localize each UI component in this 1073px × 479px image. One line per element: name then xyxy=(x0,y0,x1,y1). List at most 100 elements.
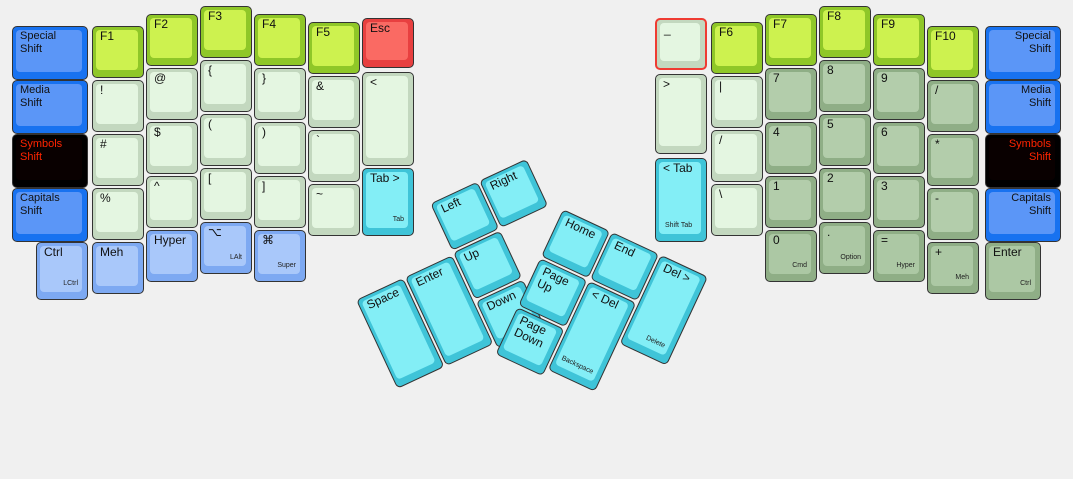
left-index-3[interactable]: ] xyxy=(254,176,306,228)
key-face xyxy=(989,138,1055,180)
key-label: Media Shift xyxy=(1021,84,1051,109)
left-pinky-0[interactable]: F1 xyxy=(92,26,144,78)
right-ring-4[interactable]: = Hyper xyxy=(873,230,925,282)
key-label: 3 xyxy=(881,179,888,193)
right-ring-2[interactable]: 6 xyxy=(873,122,925,174)
left-inner-2[interactable]: ` xyxy=(308,130,360,182)
key-face xyxy=(312,134,354,174)
right-shift-tab-key[interactable]: < Tab Shift Tab xyxy=(655,158,707,242)
left-half: Special Shift Media Shift Symbols Shift Cap… xyxy=(12,6,549,389)
left-middle-4[interactable]: ⌥ LAlt xyxy=(200,222,252,274)
left-middle-3[interactable]: [ xyxy=(200,168,252,220)
key-face xyxy=(989,84,1055,126)
key-face xyxy=(150,126,192,166)
key-face xyxy=(931,246,973,286)
key-face xyxy=(931,192,973,232)
left-inner-1[interactable]: & xyxy=(308,76,360,128)
left-pinky-1[interactable]: ! xyxy=(92,80,144,132)
right-index-1[interactable]: 7 xyxy=(765,68,817,120)
left-index-0[interactable]: F4 xyxy=(254,14,306,66)
right-shift-key-2[interactable]: Symbols Shift xyxy=(985,134,1061,188)
left-middle-0[interactable]: F3 xyxy=(200,6,252,58)
right-shift-key-1[interactable]: Media Shift xyxy=(985,80,1061,134)
key-label: 1 xyxy=(773,179,780,193)
key-label: Tab > xyxy=(370,171,400,185)
left-ring-4[interactable]: Hyper xyxy=(146,230,198,282)
key-label: ⌘ xyxy=(262,233,274,247)
right-underscore-key[interactable]: _ xyxy=(655,18,707,70)
key-sublabel: LAlt xyxy=(229,254,242,261)
key-label: + xyxy=(935,245,943,259)
left-shift-key-2[interactable]: Symbols Shift xyxy=(12,134,88,188)
left-ctrl-key[interactable]: Ctrl LCtrl xyxy=(36,242,88,300)
key-label: ^ xyxy=(154,179,160,193)
left-index-2[interactable]: ) xyxy=(254,122,306,174)
left-inner-3[interactable]: ~ xyxy=(308,184,360,236)
right-index-3[interactable]: 1 xyxy=(765,176,817,228)
right-inner-0[interactable]: F6 xyxy=(711,22,763,74)
left-index-4[interactable]: ⌘ Super xyxy=(254,230,306,282)
right-middle-1[interactable]: 8 xyxy=(819,60,871,112)
key-label: F9 xyxy=(881,17,896,31)
key-sublabel: LCtrl xyxy=(63,280,78,287)
left-ring-3[interactable]: ^ xyxy=(146,176,198,228)
key-label: = xyxy=(881,233,889,247)
left-shift-key-1[interactable]: Media Shift xyxy=(12,80,88,134)
key-label: ! xyxy=(100,83,104,97)
right-middle-2[interactable]: 5 xyxy=(819,114,871,166)
left-pinky-3[interactable]: % xyxy=(92,188,144,240)
key-face xyxy=(150,18,192,58)
right-inner-1[interactable]: | xyxy=(711,76,763,128)
right-index-2[interactable]: 4 xyxy=(765,122,817,174)
key-label: 7 xyxy=(773,71,780,85)
left-esc-key[interactable]: Esc xyxy=(362,18,414,68)
key-label: 0 xyxy=(773,233,780,247)
key-face xyxy=(877,18,919,58)
right-pinky-2[interactable]: * xyxy=(927,134,979,186)
left-lessthan-key[interactable]: < xyxy=(362,72,414,166)
left-index-1[interactable]: } xyxy=(254,68,306,120)
key-label: / xyxy=(935,83,939,97)
right-shift-key-3[interactable]: Capitals Shift xyxy=(985,188,1061,242)
right-shift-key-0[interactable]: Special Shift xyxy=(985,26,1061,80)
left-shift-key-3[interactable]: Capitals Shift xyxy=(12,188,88,242)
left-shift-key-0[interactable]: Special Shift xyxy=(12,26,88,80)
key-face xyxy=(877,234,919,274)
right-ring-3[interactable]: 3 xyxy=(873,176,925,228)
right-middle-0[interactable]: F8 xyxy=(819,6,871,58)
key-face xyxy=(769,126,811,166)
right-index-4[interactable]: 0 Cmd xyxy=(765,230,817,282)
key-label: F6 xyxy=(719,25,734,39)
key-label: | xyxy=(719,79,723,93)
key-label: ) xyxy=(262,125,266,139)
right-pinky-4[interactable]: + Meh xyxy=(927,242,979,294)
left-ring-2[interactable]: $ xyxy=(146,122,198,174)
right-index-0[interactable]: F7 xyxy=(765,14,817,66)
left-ring-0[interactable]: F2 xyxy=(146,14,198,66)
left-pinky-2[interactable]: # xyxy=(92,134,144,186)
right-pinky-3[interactable]: - xyxy=(927,188,979,240)
left-middle-2[interactable]: ( xyxy=(200,114,252,166)
right-inner-2[interactable]: / xyxy=(711,130,763,182)
right-middle-4[interactable]: . Option xyxy=(819,222,871,274)
key-label: F1 xyxy=(100,29,115,43)
key-label: $ xyxy=(154,125,161,139)
key-label: ~ xyxy=(316,187,324,201)
left-middle-1[interactable]: { xyxy=(200,60,252,112)
key-face xyxy=(769,180,811,220)
left-inner-0[interactable]: F5 xyxy=(308,22,360,74)
key-face xyxy=(823,64,865,104)
right-middle-3[interactable]: 2 xyxy=(819,168,871,220)
right-ring-1[interactable]: 9 xyxy=(873,68,925,120)
key-face xyxy=(931,84,973,124)
right-ring-0[interactable]: F9 xyxy=(873,14,925,66)
right-pinky-0[interactable]: F10 xyxy=(927,26,979,78)
right-pinky-1[interactable]: / xyxy=(927,80,979,132)
key-sublabel: Hyper xyxy=(896,262,915,269)
left-ring-1[interactable]: @ xyxy=(146,68,198,120)
right-enter-key[interactable]: Enter Ctrl xyxy=(985,242,1041,300)
left-tab-key[interactable]: Tab > Tab xyxy=(362,168,414,236)
left-pinky-4[interactable]: Meh xyxy=(92,242,144,294)
right-greaterthan-key[interactable]: > xyxy=(655,74,707,154)
right-inner-3[interactable]: \ xyxy=(711,184,763,236)
